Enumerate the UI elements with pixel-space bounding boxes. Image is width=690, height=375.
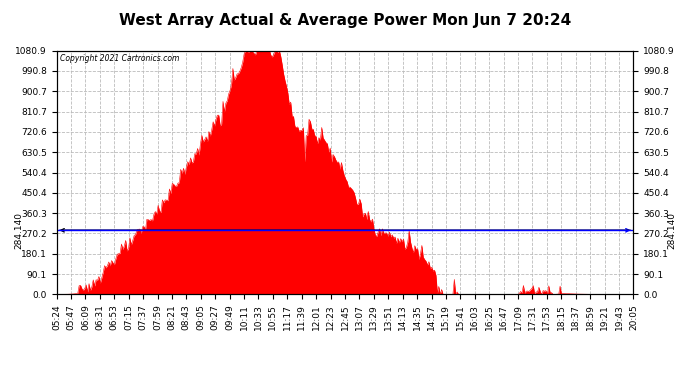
Text: Copyright 2021 Cartronics.com: Copyright 2021 Cartronics.com — [60, 54, 179, 63]
Text: West Array Actual & Average Power Mon Jun 7 20:24: West Array Actual & Average Power Mon Ju… — [119, 13, 571, 28]
Text: 284.140: 284.140 — [14, 212, 23, 249]
Text: 284.140: 284.140 — [667, 212, 676, 249]
